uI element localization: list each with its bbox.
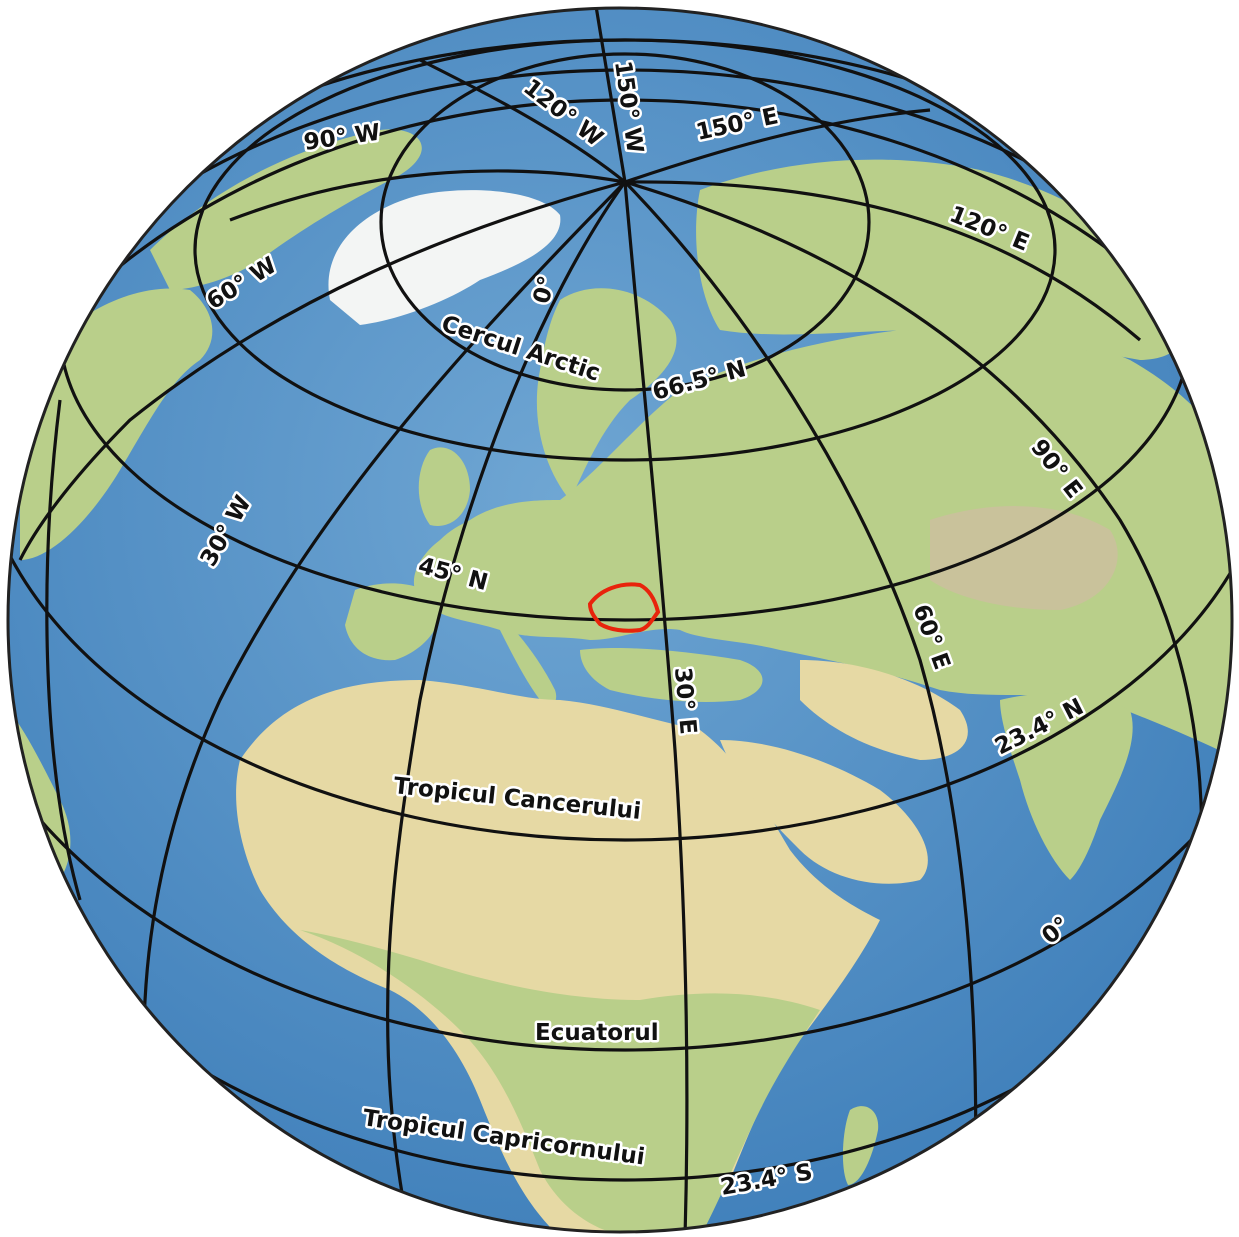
meridian-30e [623, 181, 689, 1232]
greenland [328, 190, 561, 325]
globe-outline [6, 6, 1234, 1234]
meridian-60e [623, 180, 978, 1201]
parallel-23-4n [8, 8, 1232, 842]
meridian-30w [142, 180, 627, 1151]
landmasses [8, 129, 1232, 1232]
parallel-0 [8, 68, 1232, 1052]
meridian-150w [593, 8, 627, 183]
meridian-0 [386, 181, 627, 1232]
himalaya [930, 506, 1118, 610]
label-equator: Ecuatorul [535, 1020, 659, 1046]
meridian-120e [624, 180, 1142, 342]
parallel-60n [193, 38, 1057, 462]
parallel-23-4s [8, 98, 1232, 1182]
arabia [720, 740, 928, 884]
italy [500, 620, 557, 706]
meridian-90e [624, 180, 1204, 901]
iran [800, 660, 968, 760]
iberia [345, 583, 441, 661]
romania-outline [587, 582, 661, 633]
british-isles [418, 447, 470, 526]
siberia [696, 159, 1190, 360]
india [1000, 693, 1133, 880]
parallel-66-5n [379, 52, 871, 392]
scandinavia [536, 288, 677, 500]
europe-asia [414, 326, 1232, 760]
meridian-150e [624, 108, 931, 184]
meridian-90w [229, 169, 626, 222]
meridian-60w-south [45, 399, 82, 901]
turkey [580, 648, 763, 702]
arctic-canada [150, 129, 422, 290]
madagascar [842, 1106, 879, 1185]
meridian-60w [18, 180, 626, 561]
central-africa [300, 930, 820, 1232]
meridian-120w [419, 58, 626, 184]
